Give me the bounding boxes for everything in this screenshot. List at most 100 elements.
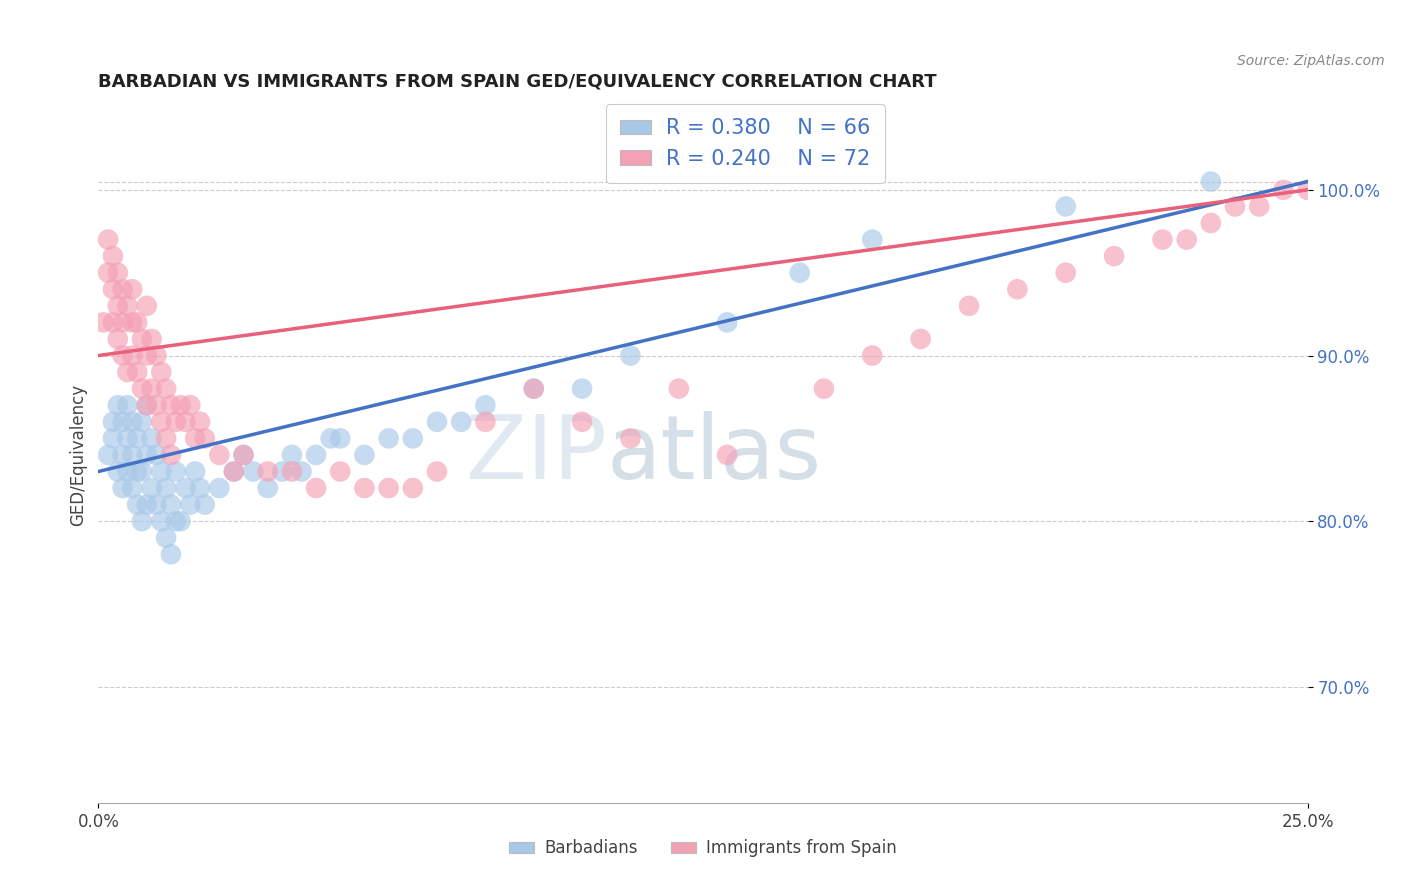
Point — [135, 299, 157, 313]
Point — [160, 498, 183, 512]
Point — [716, 315, 738, 329]
Point — [155, 382, 177, 396]
Point — [117, 431, 139, 445]
Point — [141, 481, 163, 495]
Point — [474, 398, 496, 412]
Point — [169, 398, 191, 412]
Point — [860, 349, 883, 363]
Point — [127, 465, 149, 479]
Point — [141, 332, 163, 346]
Point — [160, 448, 183, 462]
Point — [169, 514, 191, 528]
Point — [377, 431, 399, 445]
Point — [1223, 199, 1246, 213]
Point — [145, 349, 167, 363]
Point — [1272, 183, 1295, 197]
Point — [1199, 175, 1222, 189]
Point — [141, 382, 163, 396]
Point — [222, 465, 245, 479]
Point — [117, 299, 139, 313]
Point — [208, 448, 231, 462]
Point — [121, 349, 143, 363]
Point — [145, 398, 167, 412]
Point — [668, 382, 690, 396]
Point — [107, 398, 129, 412]
Point — [1249, 199, 1271, 213]
Point — [329, 465, 352, 479]
Point — [111, 481, 134, 495]
Point — [121, 481, 143, 495]
Point — [135, 398, 157, 412]
Point — [127, 498, 149, 512]
Point — [571, 415, 593, 429]
Point — [131, 382, 153, 396]
Point — [101, 249, 124, 263]
Point — [1054, 266, 1077, 280]
Point — [1102, 249, 1125, 263]
Point — [107, 266, 129, 280]
Point — [271, 465, 294, 479]
Point — [127, 315, 149, 329]
Point — [150, 415, 173, 429]
Point — [160, 398, 183, 412]
Point — [160, 547, 183, 561]
Point — [111, 448, 134, 462]
Point — [97, 448, 120, 462]
Point — [426, 415, 449, 429]
Point — [155, 531, 177, 545]
Point — [107, 299, 129, 313]
Point — [145, 448, 167, 462]
Point — [319, 431, 342, 445]
Point — [256, 481, 278, 495]
Point — [1175, 233, 1198, 247]
Point — [117, 398, 139, 412]
Point — [135, 398, 157, 412]
Point — [127, 365, 149, 379]
Point — [188, 481, 211, 495]
Point — [910, 332, 932, 346]
Point — [121, 282, 143, 296]
Point — [97, 233, 120, 247]
Point — [426, 465, 449, 479]
Point — [194, 431, 217, 445]
Point — [131, 332, 153, 346]
Legend: Barbadians, Immigrants from Spain: Barbadians, Immigrants from Spain — [502, 833, 904, 864]
Point — [150, 514, 173, 528]
Point — [121, 315, 143, 329]
Point — [174, 415, 197, 429]
Point — [402, 481, 425, 495]
Point — [131, 514, 153, 528]
Point — [101, 415, 124, 429]
Point — [179, 498, 201, 512]
Point — [150, 465, 173, 479]
Point — [353, 481, 375, 495]
Point — [179, 398, 201, 412]
Point — [101, 315, 124, 329]
Point — [1296, 183, 1319, 197]
Text: atlas: atlas — [606, 411, 821, 499]
Point — [474, 415, 496, 429]
Text: Source: ZipAtlas.com: Source: ZipAtlas.com — [1237, 54, 1385, 68]
Point — [1152, 233, 1174, 247]
Point — [111, 349, 134, 363]
Point — [135, 498, 157, 512]
Point — [957, 299, 980, 313]
Point — [619, 349, 641, 363]
Point — [121, 415, 143, 429]
Point — [256, 465, 278, 479]
Point — [131, 465, 153, 479]
Point — [127, 431, 149, 445]
Point — [194, 498, 217, 512]
Point — [305, 481, 328, 495]
Y-axis label: GED/Equivalency: GED/Equivalency — [69, 384, 87, 526]
Point — [1054, 199, 1077, 213]
Point — [329, 431, 352, 445]
Point — [107, 465, 129, 479]
Point — [117, 465, 139, 479]
Point — [377, 481, 399, 495]
Point — [145, 498, 167, 512]
Point — [155, 431, 177, 445]
Point — [716, 448, 738, 462]
Point — [121, 448, 143, 462]
Point — [135, 448, 157, 462]
